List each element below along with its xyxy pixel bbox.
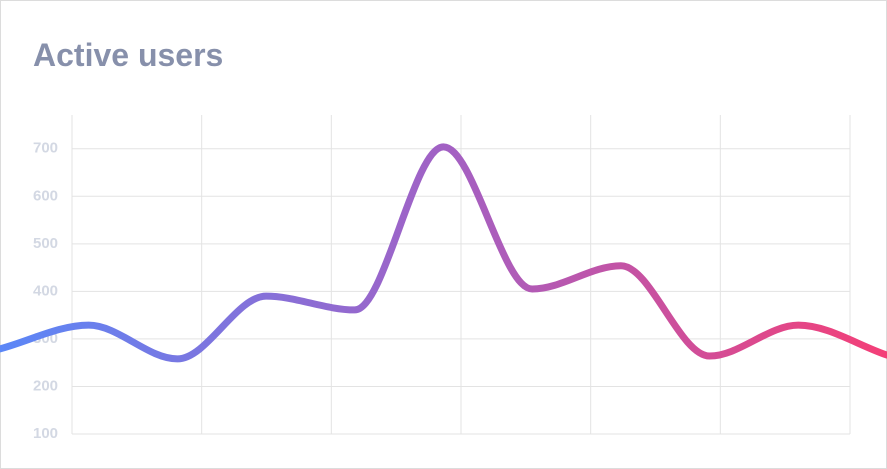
line	[0, 143, 887, 363]
y-tick-label: 100	[33, 425, 58, 442]
y-tick-label: 400	[33, 282, 58, 299]
chart-title: Active users	[33, 37, 223, 73]
y-tick-label: 700	[33, 140, 58, 157]
y-tick-label: 200	[33, 377, 58, 394]
y-tick-label: 600	[33, 187, 58, 204]
y-tick-label: 500	[33, 235, 58, 252]
